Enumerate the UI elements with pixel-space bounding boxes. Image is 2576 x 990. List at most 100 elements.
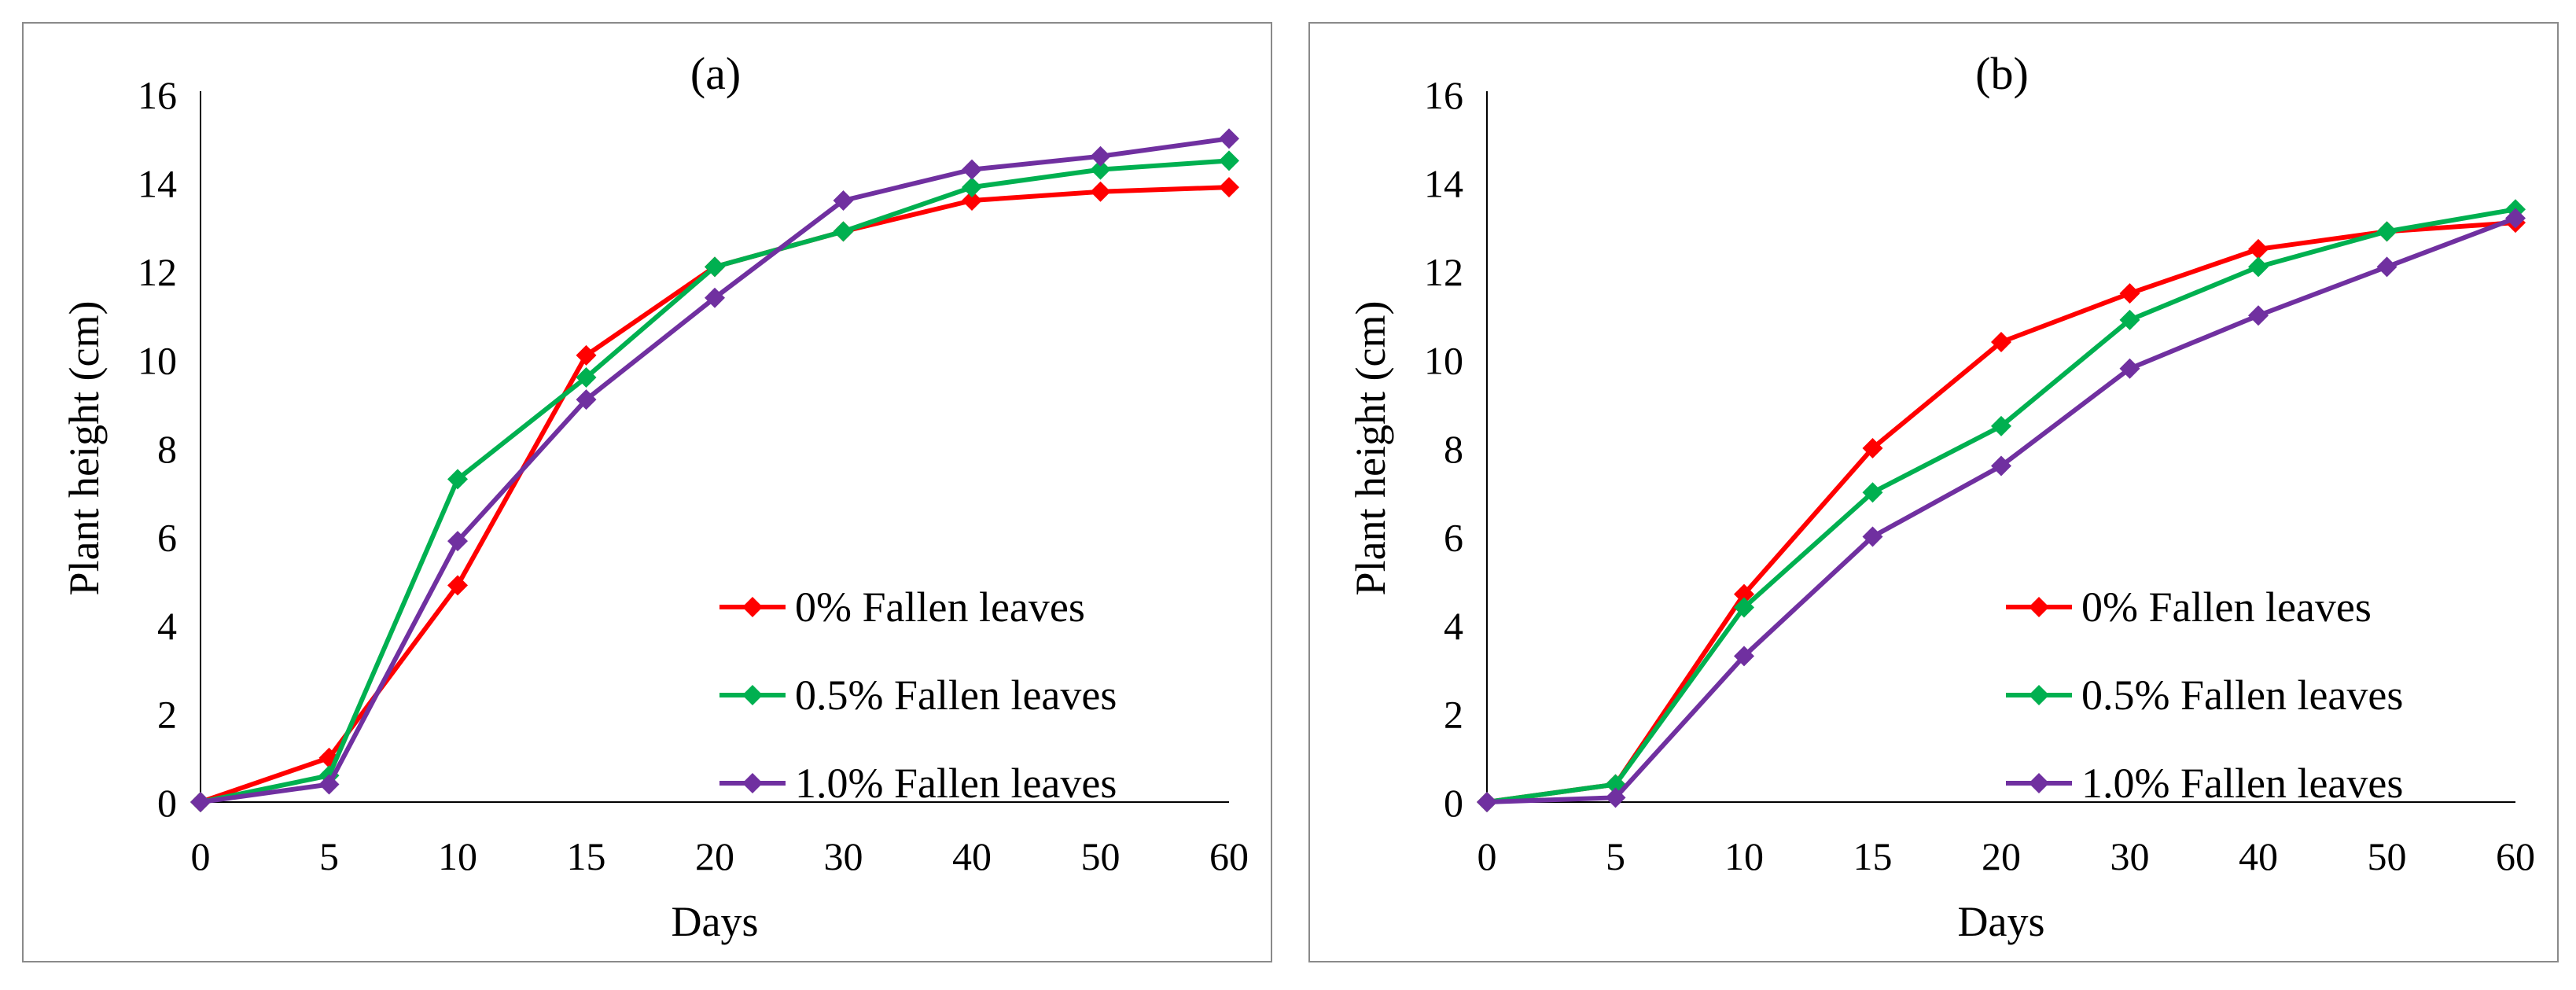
chart-panel-a: 0 2 4 6 8 10 12 14 16 0 5 10 15 20 30 40 50 60 Days Plant h…	[22, 22, 1272, 962]
x-tick-label: 40	[2239, 834, 2278, 878]
legend-item-0-fallen-leaves: 0% Fallen leaves	[719, 583, 1085, 631]
legend-item-0-5-fallen-leaves: 0.5% Fallen leaves	[719, 672, 1117, 719]
data-point-0-fallen-leaves	[576, 344, 597, 366]
x-tick-label: 0	[191, 834, 211, 878]
chart-title: (a)	[690, 48, 741, 99]
data-point-0-5-fallen-leaves	[1734, 597, 1754, 618]
data-point-0-5-fallen-leaves	[1219, 150, 1239, 171]
data-point-1-0-fallen-leaves	[2505, 208, 2526, 229]
y-tick-label: 16	[138, 73, 177, 117]
y-tick-label: 16	[1424, 73, 1463, 117]
y-axis-title: Plant height (cm)	[1347, 301, 1394, 596]
data-point-0-5-fallen-leaves	[447, 469, 468, 490]
data-point-0-5-fallen-leaves	[2376, 221, 2398, 242]
data-point-0-5-fallen-leaves	[1090, 159, 1111, 180]
y-tick-label: 10	[1424, 339, 1463, 383]
y-tick-label: 10	[138, 339, 177, 383]
data-point-1-0-fallen-leaves	[2119, 358, 2140, 379]
x-tick-label: 5	[1606, 834, 1625, 878]
x-tick-label: 20	[695, 834, 734, 878]
data-point-1-0-fallen-leaves	[833, 190, 854, 211]
y-tick-label: 14	[138, 162, 177, 206]
x-tick-label: 0	[1478, 834, 1497, 878]
y-tick-label: 12	[138, 250, 177, 294]
x-axis-title: Days	[672, 898, 759, 945]
x-tick-label: 15	[1853, 834, 1893, 878]
y-tick-label: 0	[157, 781, 177, 825]
legend-marker	[742, 773, 763, 793]
y-tick-label: 0	[1444, 781, 1463, 825]
y-tick-label: 12	[1424, 250, 1463, 294]
x-tick-label: 50	[2368, 834, 2407, 878]
data-point-1-0-fallen-leaves	[2248, 305, 2269, 326]
data-point-0-5-fallen-leaves	[2119, 309, 2140, 330]
legend-label: 0% Fallen leaves	[2081, 583, 2372, 631]
data-point-0-5-fallen-leaves	[705, 256, 725, 278]
y-tick-label: 4	[157, 604, 177, 648]
legend-marker	[2029, 685, 2049, 705]
data-point-0-5-fallen-leaves	[1991, 415, 2011, 436]
data-point-1-0-fallen-leaves	[1090, 145, 1111, 167]
chart-panel-b: 0 2 4 6 8 10 12 14 16 0 5 10 15 20 30 40 50 60 Days Plant h…	[1308, 22, 2559, 962]
data-point-1-0-fallen-leaves	[318, 774, 340, 795]
y-tick-label: 14	[1424, 162, 1463, 206]
data-point-0-fallen-leaves	[1991, 332, 2011, 352]
y-tick-label: 8	[157, 427, 177, 471]
x-tick-label: 40	[952, 834, 992, 878]
legend-item-1-0-fallen-leaves: 1.0% Fallen leaves	[719, 760, 1117, 807]
x-tick-label: 60	[1209, 834, 1249, 878]
data-point-0-5-fallen-leaves	[833, 221, 854, 242]
data-point-0-fallen-leaves	[1862, 438, 1883, 458]
data-point-0-fallen-leaves	[2119, 283, 2140, 304]
y-tick-label: 2	[1444, 693, 1463, 737]
data-point-0-fallen-leaves	[1734, 583, 1754, 605]
y-tick-label: 4	[1444, 604, 1463, 648]
legend-label: 1.0% Fallen leaves	[2081, 760, 2403, 807]
chart-b: 0 2 4 6 8 10 12 14 16 0 5 10 15 20 30 40 50 60 Days Plant h…	[1347, 48, 2535, 945]
data-point-1-0-fallen-leaves	[447, 531, 468, 552]
chart-title: (b)	[1975, 48, 2029, 99]
data-point-1-0-fallen-leaves	[1734, 646, 1754, 667]
x-tick-label: 10	[1724, 834, 1764, 878]
x-tick-label: 30	[824, 834, 863, 878]
data-point-1-0-fallen-leaves	[1605, 787, 1626, 808]
y-tick-label: 6	[1444, 516, 1463, 560]
x-tick-label: 15	[567, 834, 606, 878]
data-point-0-fallen-leaves	[962, 190, 982, 211]
data-point-1-0-fallen-leaves	[962, 159, 982, 180]
y-tick-label: 2	[157, 693, 177, 737]
legend-item-0-5-fallen-leaves: 0.5% Fallen leaves	[2006, 672, 2403, 719]
x-tick-label: 50	[1081, 834, 1121, 878]
y-tick-label: 6	[157, 516, 177, 560]
legend-marker	[2029, 773, 2049, 793]
data-point-0-fallen-leaves	[1090, 181, 1111, 202]
data-point-1-0-fallen-leaves	[1862, 526, 1883, 547]
data-point-0-5-fallen-leaves	[962, 177, 982, 198]
data-point-1-0-fallen-leaves	[190, 792, 211, 812]
chart-a: 0 2 4 6 8 10 12 14 16 0 5 10 15 20 30 40 50 60 Days Plant h…	[61, 48, 1249, 945]
y-axis-title: Plant height (cm)	[61, 301, 108, 596]
data-point-1-0-fallen-leaves	[1991, 455, 2011, 477]
data-point-0-5-fallen-leaves	[2248, 256, 2269, 278]
x-tick-label: 30	[2110, 834, 2150, 878]
x-tick-label: 60	[2496, 834, 2535, 878]
data-point-0-fallen-leaves	[2248, 238, 2269, 259]
x-axis-title: Days	[1958, 898, 2045, 945]
legend-label: 0.5% Fallen leaves	[795, 672, 1117, 719]
y-tick-label: 8	[1444, 427, 1463, 471]
data-point-1-0-fallen-leaves	[576, 389, 597, 410]
legend-marker	[742, 597, 763, 617]
data-point-0-fallen-leaves	[1219, 177, 1239, 198]
legend-item-1-0-fallen-leaves: 1.0% Fallen leaves	[2006, 760, 2403, 807]
x-tick-label: 10	[438, 834, 477, 878]
legend-marker	[742, 685, 763, 705]
data-point-1-0-fallen-leaves	[705, 287, 725, 308]
legend-marker	[2029, 597, 2049, 617]
data-point-0-fallen-leaves	[447, 575, 468, 596]
x-tick-label: 20	[1982, 834, 2021, 878]
data-point-0-5-fallen-leaves	[576, 367, 597, 388]
legend-item-0-fallen-leaves: 0% Fallen leaves	[2006, 583, 2372, 631]
data-point-1-0-fallen-leaves	[2376, 256, 2398, 278]
x-tick-label: 5	[319, 834, 339, 878]
legend-label: 0% Fallen leaves	[795, 583, 1085, 631]
